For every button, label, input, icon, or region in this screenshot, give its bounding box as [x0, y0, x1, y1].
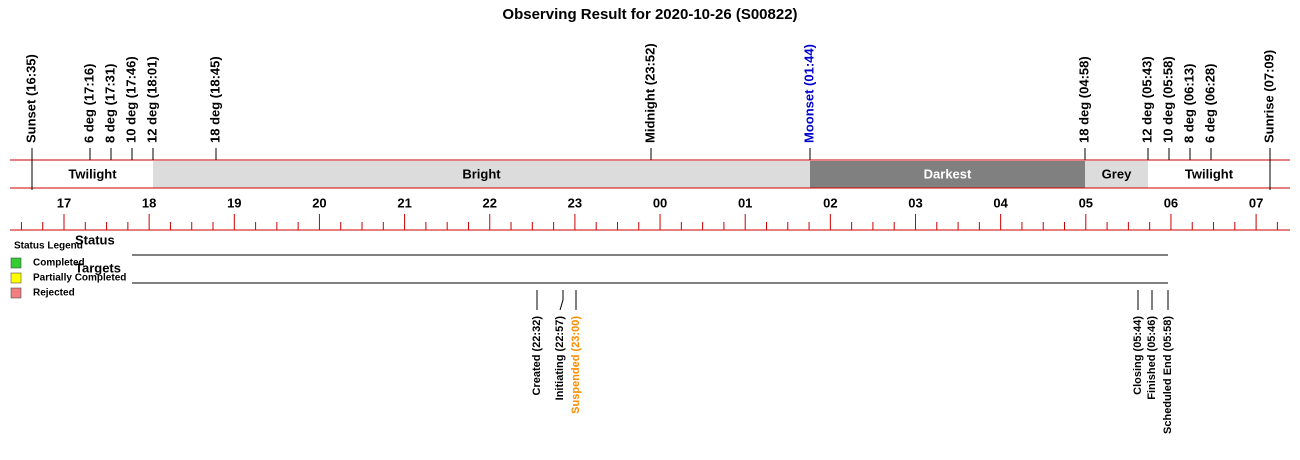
- period: [1085, 161, 1148, 188]
- hour-label: 07: [1249, 195, 1263, 210]
- period: [153, 161, 810, 188]
- event-label: Closing (05:44): [1132, 316, 1144, 395]
- hour-label: 23: [568, 195, 582, 210]
- event-label: Initiating (22:57): [554, 316, 566, 401]
- marker-label: 6 deg (06:28): [1202, 64, 1217, 143]
- period: [810, 161, 1085, 188]
- hour-label: 22: [483, 195, 497, 210]
- marker-label: 18 deg (04:58): [1076, 56, 1091, 143]
- period-label: Bright: [462, 166, 501, 181]
- row-label: Targets: [75, 260, 121, 275]
- legend-label: Partially Completed: [33, 273, 126, 284]
- chart-title: Observing Result for 2020-10-26 (S00822): [502, 6, 797, 23]
- hour-label: 03: [908, 195, 922, 210]
- hour-label: 20: [312, 195, 326, 210]
- marker-label: Sunrise (07:09): [1261, 50, 1276, 143]
- marker-label: 8 deg (06:13): [1181, 64, 1196, 143]
- hour-label: 04: [993, 195, 1008, 210]
- marker-label: 10 deg (05:58): [1160, 56, 1175, 143]
- legend-swatch: [10, 272, 22, 284]
- event-leader: [559, 290, 564, 311]
- hour-label: 05: [1079, 195, 1093, 210]
- hour-label: 02: [823, 195, 837, 210]
- marker-label: Sunset (16:35): [23, 54, 38, 143]
- hour-label: 17: [57, 195, 71, 210]
- period-label: Twilight: [1185, 166, 1234, 181]
- period-label: Twilight: [68, 166, 117, 181]
- hour-label: 18: [142, 195, 156, 210]
- period: [1148, 161, 1270, 188]
- hour-label: 21: [397, 195, 411, 210]
- period-label: Grey: [1102, 166, 1132, 181]
- event-label: Finished (05:46): [1146, 316, 1158, 400]
- hour-label: 19: [227, 195, 241, 210]
- legend-swatch: [10, 287, 22, 299]
- marker-label: 8 deg (17:31): [102, 64, 117, 143]
- event-label: Scheduled End (05:58): [1162, 316, 1174, 434]
- row-label: Status: [75, 232, 115, 247]
- marker-label: 18 deg (18:45): [207, 56, 222, 143]
- legend-title: Status Legend: [14, 241, 83, 252]
- legend-label: Completed: [33, 258, 85, 269]
- marker-label: Midnight (23:52): [642, 43, 657, 143]
- marker-label: 12 deg (18:01): [144, 56, 159, 143]
- marker-label: 6 deg (17:16): [81, 64, 96, 143]
- period: [32, 161, 153, 188]
- hour-label: 01: [738, 195, 752, 210]
- legend-swatch: [10, 257, 22, 269]
- period-label: Darkest: [924, 166, 972, 181]
- event-label: Suspended (23:00): [570, 316, 582, 414]
- legend-label: Rejected: [33, 288, 75, 299]
- hour-label: 00: [653, 195, 667, 210]
- marker-label: 12 deg (05:43): [1139, 56, 1154, 143]
- marker-label: 10 deg (17:46): [123, 56, 138, 143]
- hour-label: 06: [1164, 195, 1178, 210]
- event-label: Created (22:32): [531, 316, 543, 396]
- marker-label: Moonset (01:44): [801, 44, 816, 143]
